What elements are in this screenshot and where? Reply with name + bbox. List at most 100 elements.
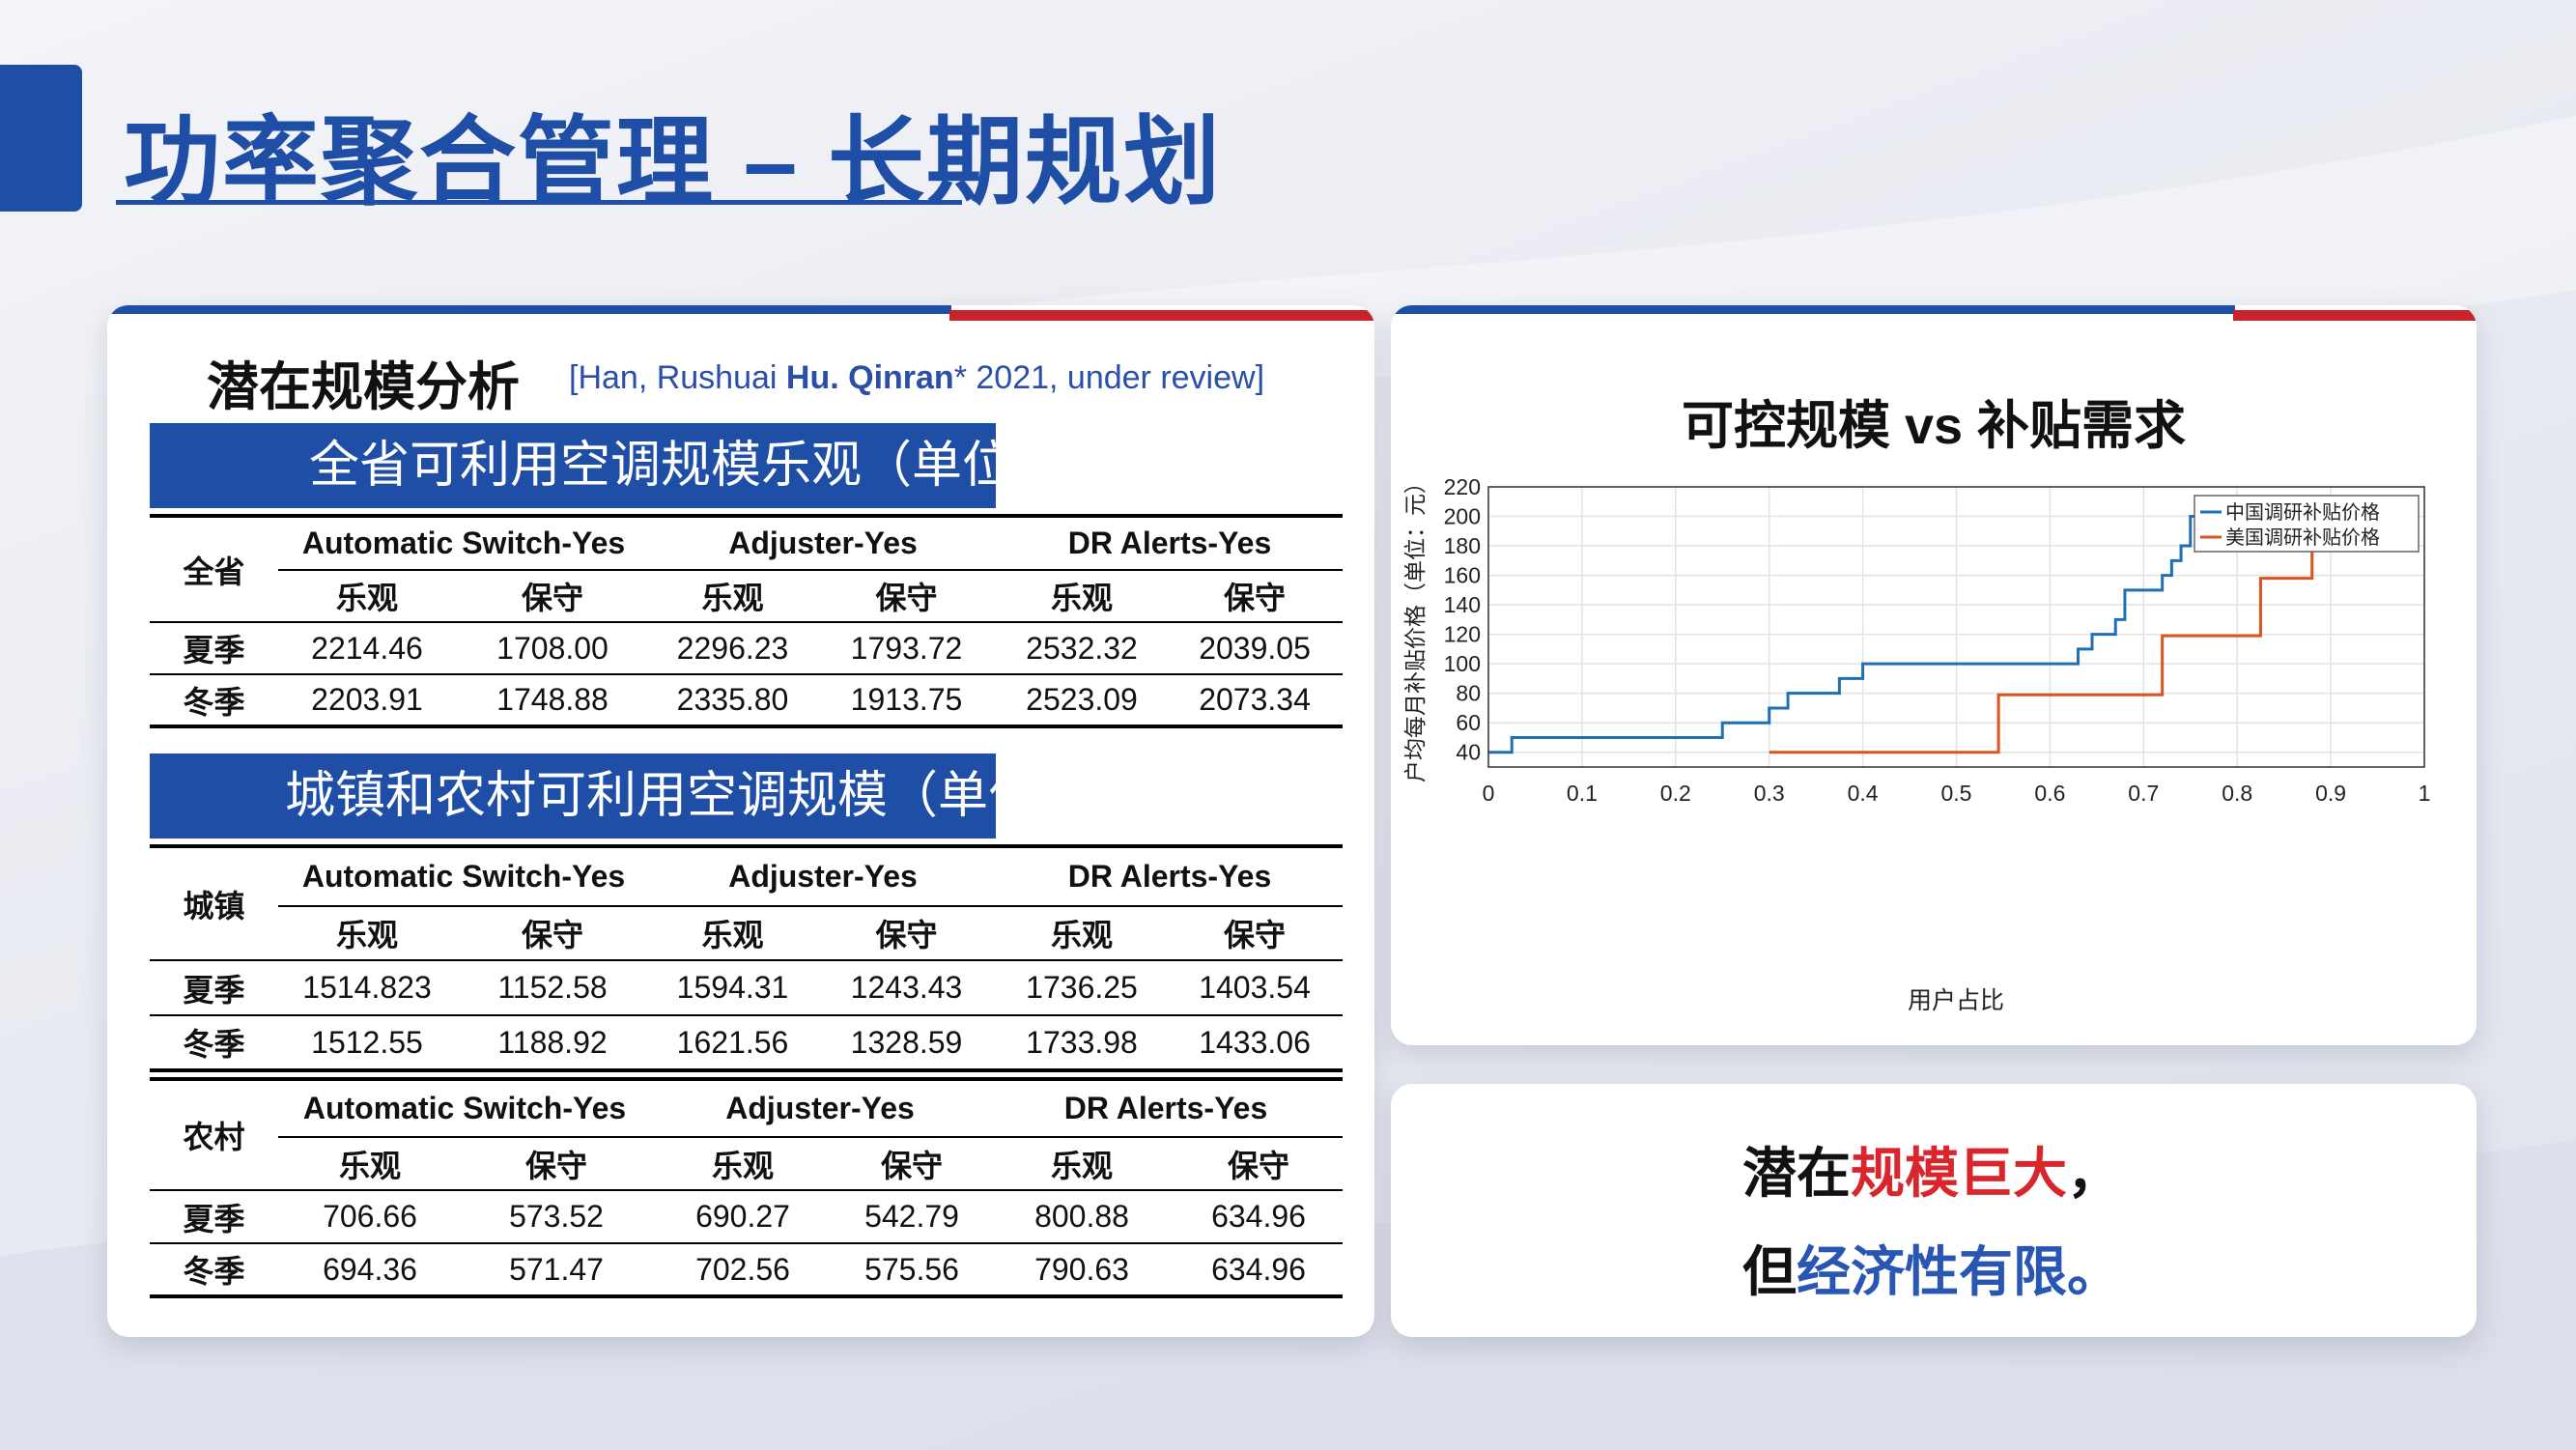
title-accent-block xyxy=(0,65,82,212)
citation-prefix: [Han, Rushuai xyxy=(569,359,786,396)
table-row: 夏季 1514.823 1152.58 1594.31 1243.43 1736… xyxy=(150,960,1344,1016)
group-header: DR Alerts-Yes xyxy=(997,514,1344,571)
cell: 1188.92 xyxy=(456,1015,650,1072)
cell: 2039.05 xyxy=(1167,622,1344,675)
cell: 2073.34 xyxy=(1167,674,1344,728)
y-tick-label: 80 xyxy=(1456,681,1481,706)
cell: 1512.55 xyxy=(278,1015,456,1072)
x-tick-label: 1 xyxy=(2419,781,2431,806)
group-header: DR Alerts-Yes xyxy=(997,844,1344,907)
cell: 1736.25 xyxy=(997,960,1168,1016)
y-tick-label: 160 xyxy=(1444,563,1481,588)
sub-header: 保守 xyxy=(816,906,998,961)
cell: 575.56 xyxy=(835,1243,990,1298)
sub-header: 乐观 xyxy=(278,1137,462,1191)
sub-header: 乐观 xyxy=(997,906,1168,961)
legend-box xyxy=(2194,495,2420,553)
table-region-label: 全省 xyxy=(150,514,278,623)
cell: 706.66 xyxy=(278,1190,462,1244)
sub-header: 乐观 xyxy=(278,570,456,623)
conclusion-highlight: 规模巨大 xyxy=(1851,1143,2067,1204)
y-axis-label: 户均每月补贴价格（单位：元） xyxy=(1403,471,1429,782)
cell: 1152.58 xyxy=(456,960,650,1016)
group-header: Adjuster-Yes xyxy=(649,514,998,571)
row-label: 冬季 xyxy=(150,1243,278,1298)
cell: 1793.72 xyxy=(816,622,998,675)
page-title: 功率聚合管理 – 长期规划 xyxy=(124,108,1223,216)
x-tick-label: 0.4 xyxy=(1848,781,1879,806)
cell: 2523.09 xyxy=(997,674,1168,728)
table-region-label: 农村 xyxy=(150,1077,278,1191)
sub-header: 乐观 xyxy=(649,906,817,961)
citation: [Han, Rushuai Hu. Qinran* 2021, under re… xyxy=(569,359,1264,397)
cell: 690.27 xyxy=(651,1190,835,1244)
legend-label: 美国调研补贴价格 xyxy=(2225,526,2380,549)
section-title: 潜在规模分析 xyxy=(207,358,520,416)
analysis-card: 潜在规模分析 [Han, Rushuai Hu. Qinran* 2021, u… xyxy=(107,305,1374,1337)
sub-header: 保守 xyxy=(1167,906,1344,961)
banner-urban-rural: 城镇和农村可利用空调规模（单位 xyxy=(150,753,996,839)
cell: 1733.98 xyxy=(997,1015,1168,1072)
y-tick-label: 220 xyxy=(1444,474,1481,499)
y-tick-label: 120 xyxy=(1444,622,1481,647)
sub-header: 乐观 xyxy=(651,1137,835,1191)
legend-label: 中国调研补贴价格 xyxy=(2225,500,2380,524)
cell: 1433.06 xyxy=(1167,1015,1344,1072)
conclusion-text: ， xyxy=(2067,1143,2121,1204)
sub-header: 乐观 xyxy=(997,570,1168,623)
cell: 1621.56 xyxy=(649,1015,817,1072)
row-label: 夏季 xyxy=(150,622,278,675)
sub-header: 保守 xyxy=(835,1137,990,1191)
y-tick-label: 60 xyxy=(1456,710,1481,735)
cell: 2335.80 xyxy=(649,674,817,728)
plot-frame xyxy=(1487,486,2425,768)
row-label: 冬季 xyxy=(150,1015,278,1072)
row-label: 夏季 xyxy=(150,960,278,1016)
card-top-bar xyxy=(1391,305,2477,321)
cell: 790.63 xyxy=(989,1243,1175,1298)
sub-header: 保守 xyxy=(456,570,650,623)
sub-header: 保守 xyxy=(816,570,998,623)
table-row: 冬季 1512.55 1188.92 1621.56 1328.59 1733.… xyxy=(150,1015,1344,1072)
x-tick-label: 0.2 xyxy=(1660,781,1691,806)
cell: 571.47 xyxy=(462,1243,652,1298)
cell: 702.56 xyxy=(651,1243,835,1298)
sub-header: 乐观 xyxy=(278,906,456,961)
x-tick-label: 0.3 xyxy=(1754,781,1785,806)
y-tick-label: 140 xyxy=(1444,592,1481,617)
title-underline xyxy=(116,200,962,205)
chart-card: 可控规模 vs 补贴需求 0 0.1 0.2 0.3 0.4 0.5 0.6 0.7 0.8 0.… xyxy=(1391,305,2477,1045)
cell: 2214.46 xyxy=(278,622,456,675)
group-header: Automatic Switch-Yes xyxy=(278,1077,652,1138)
group-header: Adjuster-Yes xyxy=(649,844,998,907)
conclusion-text: 但 xyxy=(1742,1241,1797,1302)
cell: 1708.00 xyxy=(456,622,650,675)
conclusion-text: 潜在 xyxy=(1742,1143,1851,1204)
cell: 2532.32 xyxy=(997,622,1168,675)
group-header: DR Alerts-Yes xyxy=(989,1077,1344,1138)
cell: 634.96 xyxy=(1175,1243,1344,1298)
banner-province: 全省可利用空调规模乐观（单位 xyxy=(150,423,996,508)
table-region-label: 城镇 xyxy=(150,844,278,961)
cell: 2203.91 xyxy=(278,674,456,728)
x-tick-label: 0.7 xyxy=(2128,781,2159,806)
cell: 1403.54 xyxy=(1167,960,1344,1016)
table-province: 全省 Automatic Switch-Yes Adjuster-Yes DR … xyxy=(150,514,1344,728)
cell: 2296.23 xyxy=(649,622,817,675)
x-tick-label: 0.5 xyxy=(1941,781,1972,806)
cell: 542.79 xyxy=(835,1190,990,1244)
x-tick-label: 0.8 xyxy=(2222,781,2252,806)
cell: 1913.75 xyxy=(816,674,998,728)
sub-header: 保守 xyxy=(1175,1137,1344,1191)
group-header: Automatic Switch-Yes xyxy=(278,844,650,907)
card-top-bar xyxy=(107,305,1374,321)
table-row: 夏季 2214.46 1708.00 2296.23 1793.72 2532.… xyxy=(150,622,1344,675)
x-tick-label: 0.6 xyxy=(2034,781,2065,806)
cell: 694.36 xyxy=(278,1243,462,1298)
cell: 1243.43 xyxy=(816,960,998,1016)
cell: 1594.31 xyxy=(649,960,817,1016)
conclusion-card: 潜在规模巨大， 但经济性有限。 xyxy=(1391,1084,2477,1337)
y-tick-label: 180 xyxy=(1444,533,1481,558)
group-header: Adjuster-Yes xyxy=(651,1077,990,1138)
